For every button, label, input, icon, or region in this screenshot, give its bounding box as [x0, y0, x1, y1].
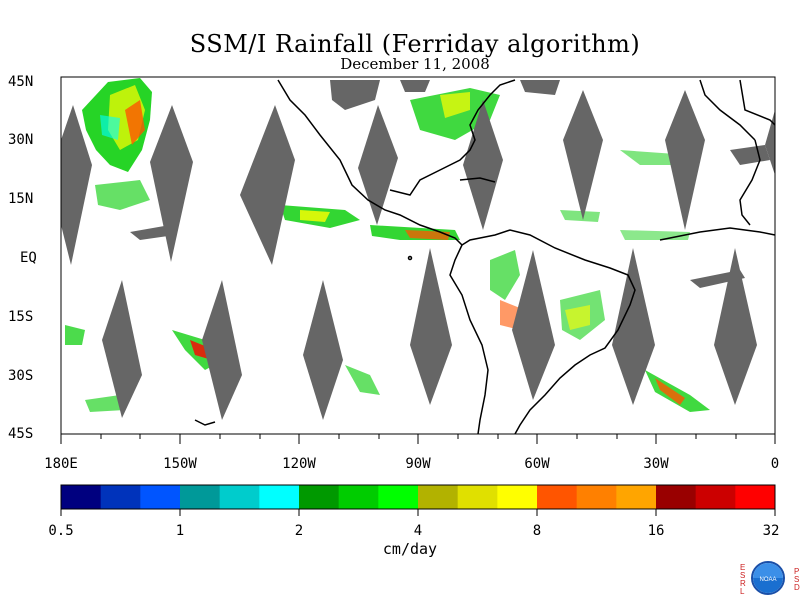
lon-label: 180E: [44, 456, 78, 472]
colorbar-swatch: [100, 485, 141, 509]
colorbar-swatch: [497, 485, 538, 509]
swath-gap: [61, 105, 92, 265]
colorbar-swatch: [378, 485, 419, 509]
swath-gap: [563, 90, 603, 220]
axis-ticks: [60, 434, 776, 444]
colorbar-swatch: [537, 485, 578, 509]
lon-label: 30W: [643, 456, 669, 472]
colorbar-swatch: [338, 485, 379, 509]
colorbar-swatch: [219, 485, 260, 509]
lat-label: 30N: [8, 132, 33, 148]
colorbar-tick-label: 4: [414, 523, 422, 539]
swath-gap: [612, 248, 655, 405]
noaa-emblem-text: NOAA: [759, 577, 776, 583]
lon-label: 90W: [405, 456, 431, 472]
logo-right-letter: D: [794, 583, 800, 592]
logo-left-letter: S: [740, 571, 745, 580]
logo-right-letter: S: [794, 575, 799, 584]
lat-label: 15N: [8, 191, 33, 207]
colorbar-tick-label: 1: [176, 523, 184, 539]
lon-label: 0: [771, 456, 779, 472]
logo-left-letter: E: [740, 563, 745, 572]
colorbar-tick-label: 2: [295, 523, 303, 539]
swath-gap: [150, 105, 193, 262]
logo-left-letter: L: [740, 587, 745, 596]
colorbar-tick-label: 32: [763, 523, 780, 539]
colorbar-swatch: [61, 485, 102, 509]
colorbar-units: cm/day: [382, 540, 438, 558]
map-date-subtitle: December 11, 2008: [340, 55, 490, 73]
swath-gap: [665, 90, 705, 230]
colorbar: 0.5 1 2 4 8 16 32: [48, 484, 780, 539]
logo-right-letter: P: [794, 567, 799, 576]
swath-gap: [512, 250, 555, 400]
map-panel: 45N 30N 15N EQ 15S 30S 45S 180E 150W 120…: [8, 74, 779, 472]
colorbar-swatch: [140, 485, 181, 509]
swath-gaps: [61, 90, 775, 420]
colorbar-swatches: [61, 485, 776, 509]
colorbar-swatch: [418, 485, 459, 509]
swath-gap: [714, 248, 757, 405]
swath-gap: [303, 280, 343, 420]
map-title: SSM/I Rainfall (Ferriday algorithm): [189, 30, 641, 58]
swath-gap: [358, 105, 398, 225]
colorbar-tick-label: 8: [533, 523, 541, 539]
colorbar-swatch: [616, 485, 657, 509]
lon-label: 150W: [163, 456, 197, 472]
swath-gap: [240, 105, 295, 265]
swath-gap: [202, 280, 242, 420]
lon-label: 120W: [282, 456, 316, 472]
colorbar-ticks: [60, 509, 776, 516]
swath-gap: [102, 280, 142, 418]
esrl-psd-noaa-logo: E S R L NOAA P S D: [740, 561, 800, 596]
lat-label: EQ: [20, 250, 37, 266]
lat-label: 15S: [8, 309, 33, 325]
colorbar-tick-label: 0.5: [48, 523, 73, 539]
colorbar-swatch: [259, 485, 300, 509]
colorbar-tick-label: 16: [648, 523, 665, 539]
swath-gap: [765, 110, 775, 175]
rain-swaths: [65, 78, 710, 412]
colorbar-swatch: [457, 485, 498, 509]
coastlines: [194, 79, 776, 435]
colorbar-swatch: [576, 485, 617, 509]
lat-label: 30S: [8, 368, 33, 384]
colorbar-swatch: [695, 485, 736, 509]
swath-gap: [410, 248, 452, 405]
lon-label: 60W: [524, 456, 550, 472]
lat-label: 45S: [8, 426, 33, 442]
lat-label: 45N: [8, 74, 33, 90]
colorbar-swatch: [299, 485, 340, 509]
logo-left-letter: R: [740, 579, 746, 588]
colorbar-swatch: [656, 485, 697, 509]
colorbar-swatch: [180, 485, 221, 509]
colorbar-swatch: [735, 485, 776, 509]
